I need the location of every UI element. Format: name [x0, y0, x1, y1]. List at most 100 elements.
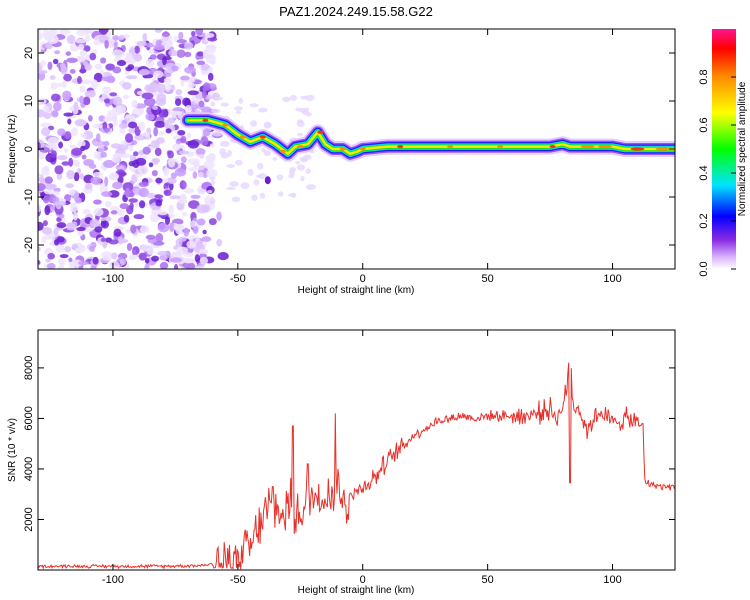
noise-blob — [141, 92, 154, 100]
noise-blob — [155, 199, 163, 207]
noise-blob — [178, 150, 189, 155]
noise-blob — [133, 53, 143, 62]
ridge-peak — [630, 147, 645, 151]
noise-blob — [102, 86, 111, 93]
noise-blob — [43, 105, 50, 113]
noise-blob — [98, 29, 109, 35]
noise-blob — [119, 203, 129, 210]
noise-blob — [165, 82, 172, 92]
colorbar-tick-label: 0.0 — [698, 261, 710, 276]
noise-blob — [178, 31, 184, 41]
noise-blob — [57, 128, 66, 137]
noise-blob — [220, 152, 230, 159]
noise-blob — [163, 77, 172, 84]
ridge-peak — [497, 145, 504, 149]
noise-blob — [142, 146, 151, 155]
noise-blob — [174, 98, 182, 106]
noise-blob — [74, 162, 80, 168]
noise-blob — [89, 218, 100, 228]
noise-blob — [168, 49, 178, 57]
noise-blob — [170, 257, 182, 263]
noise-blob — [59, 254, 69, 259]
noise-blob — [101, 191, 113, 197]
noise-blob — [125, 52, 133, 59]
noise-blob — [128, 198, 138, 203]
noise-blob — [216, 238, 223, 247]
snr-ylabel: SNR (10 * v/v) — [7, 418, 18, 482]
noise-blob — [79, 85, 86, 93]
noise-blob — [187, 140, 199, 149]
noise-blob — [125, 228, 132, 234]
noise-blob — [247, 168, 254, 176]
y-tick-label: -10 — [23, 189, 35, 205]
noise-blob — [149, 212, 160, 222]
noise-blob — [172, 107, 184, 112]
noise-blob — [104, 176, 109, 187]
noise-blob — [144, 84, 155, 93]
noise-blob — [66, 34, 76, 44]
noise-blob — [183, 188, 195, 194]
noise-blob — [145, 58, 155, 68]
noise-blob — [99, 57, 107, 64]
noise-blob — [59, 63, 66, 69]
noise-blob — [167, 150, 174, 159]
noise-blob — [69, 68, 76, 74]
noise-blob — [134, 168, 143, 178]
noise-blob — [103, 141, 110, 147]
noise-blob — [73, 172, 80, 182]
noise-blob — [74, 119, 87, 127]
noise-blob — [42, 29, 50, 39]
noise-blob — [197, 218, 206, 226]
noise-blob — [272, 157, 278, 161]
y-tick-label: -20 — [23, 237, 35, 253]
noise-blob — [182, 181, 187, 190]
noise-blob — [56, 203, 62, 210]
noise-blob — [253, 179, 260, 186]
noise-blob — [198, 100, 205, 108]
noise-blob — [138, 200, 146, 209]
noise-blob — [205, 53, 216, 64]
noise-blob — [153, 70, 164, 79]
noise-blob — [66, 223, 76, 228]
noise-blob — [124, 188, 134, 198]
noise-blob — [203, 82, 210, 89]
noise-blob — [71, 147, 83, 156]
snr-panel: -100 -50 0 50 100 2000 4000 6000 8000 Height of … — [7, 329, 676, 596]
snr-axes: -100 -50 0 50 100 2000 4000 6000 8000 — [23, 330, 675, 586]
noise-blob — [305, 94, 315, 101]
noise-blob — [112, 96, 123, 107]
noise-blob — [47, 136, 59, 147]
noise-blob — [234, 106, 243, 111]
noise-blob — [38, 246, 41, 252]
noise-blob — [101, 76, 114, 82]
noise-blob — [178, 236, 187, 242]
noise-blob — [209, 176, 216, 180]
noise-blob — [202, 229, 207, 235]
noise-blob — [118, 123, 128, 129]
noise-blob — [74, 197, 82, 202]
noise-blob — [53, 187, 61, 193]
noise-blob — [305, 184, 316, 190]
noise-blob — [231, 196, 241, 203]
noise-blob — [139, 225, 150, 234]
noise-blob — [154, 120, 166, 128]
noise-blob — [128, 254, 137, 261]
noise-blob — [167, 177, 177, 185]
noise-blob — [75, 38, 87, 44]
ridge-peak — [549, 145, 556, 149]
noise-blob — [123, 214, 130, 223]
noise-blob — [73, 101, 79, 111]
noise-blob — [116, 104, 127, 114]
noise-blob — [112, 66, 122, 74]
noise-blob — [146, 192, 156, 198]
noise-blob — [180, 156, 187, 164]
noise-blob — [61, 161, 70, 166]
ridge-peak — [239, 135, 246, 139]
noise-blob — [69, 202, 78, 213]
noise-blob — [212, 132, 223, 137]
noise-blob — [209, 143, 215, 148]
noise-blob — [103, 117, 112, 123]
noise-blob — [188, 200, 200, 209]
noise-blob — [56, 222, 67, 229]
ridge-peak — [339, 147, 346, 151]
